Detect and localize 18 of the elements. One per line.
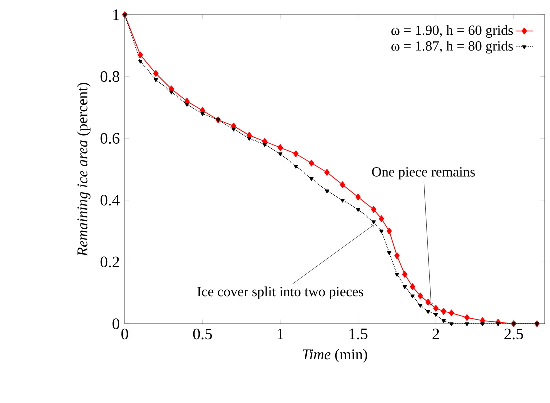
y-tick-label: 0 [112, 318, 120, 330]
x-axis-title: Time (min) [302, 349, 368, 363]
legend-label: ω = 1.90, h = 60 grids [392, 25, 514, 38]
annotation: Ice cover split into two pieces [198, 286, 364, 300]
legend-label: ω = 1.87, h = 80 grids [392, 41, 514, 54]
annotation: One piece remains [372, 167, 476, 180]
x-tick-label: 2.5 [504, 328, 524, 340]
x-tick-label: 2 [432, 328, 440, 340]
y-tick-label: 1 [114, 10, 120, 20]
y-axis-title: Remaining ice area (percent) [77, 83, 91, 257]
y-tick-label: 0.2 [100, 256, 120, 268]
y-tick-label: 0.6 [100, 133, 120, 144]
y-tick-label: 0.8 [100, 71, 120, 82]
y-tick-label: 0.4 [100, 194, 120, 206]
x-tick-label: 1 [278, 328, 284, 340]
x-tick-label: 0 [122, 328, 128, 340]
x-tick-label: 1.5 [350, 328, 368, 340]
x-tick-label: 0.5 [193, 328, 212, 340]
